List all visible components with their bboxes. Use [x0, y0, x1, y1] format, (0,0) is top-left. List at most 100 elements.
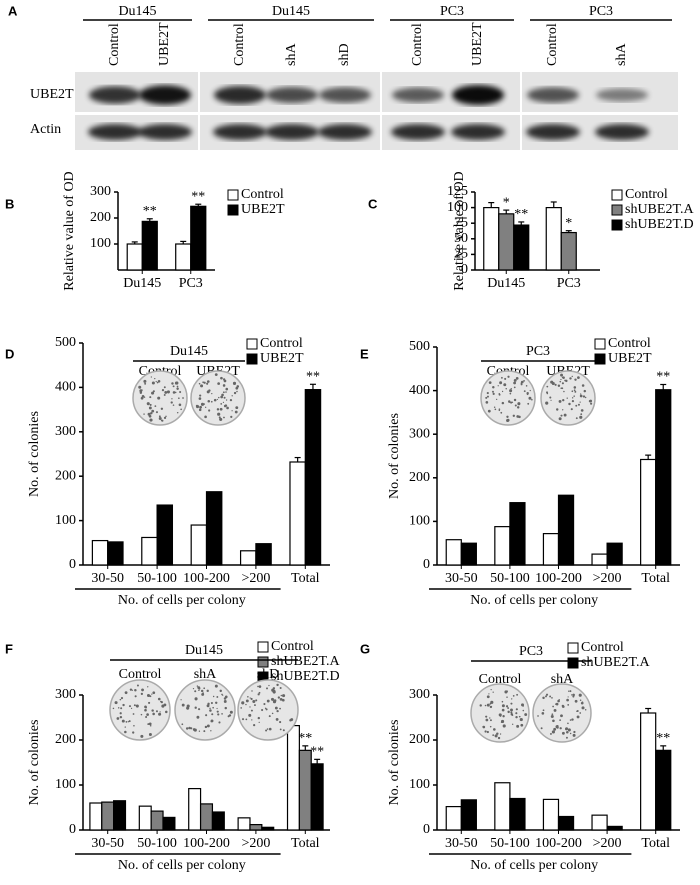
- x-tick-label: Total: [641, 571, 670, 586]
- y-tick-label: 100: [55, 777, 76, 792]
- colony-dot: [509, 392, 512, 395]
- colony-dot: [501, 704, 505, 708]
- colony-dot: [158, 416, 162, 420]
- colony-dot: [193, 728, 197, 732]
- colony-dot: [523, 390, 526, 393]
- colony-dot: [160, 700, 163, 704]
- colony-dot: [489, 717, 491, 719]
- colony-dot: [581, 701, 584, 703]
- colony-dot: [117, 707, 120, 709]
- significance-label: **: [191, 189, 205, 204]
- group-label: Du145: [118, 4, 156, 19]
- colony-dot: [498, 409, 501, 412]
- bar: [655, 749, 672, 831]
- colony-dot: [498, 408, 501, 410]
- colony-dot: [506, 415, 509, 418]
- bar: [655, 389, 672, 566]
- legend-swatch: [567, 657, 579, 669]
- colony-dot: [493, 728, 496, 731]
- bar: [126, 243, 143, 271]
- colony-dot: [234, 410, 238, 414]
- colony-plate: [190, 370, 246, 426]
- colony-dot: [200, 384, 204, 388]
- colony-dot: [158, 712, 162, 716]
- inset-title: PC3: [519, 644, 543, 659]
- colony-dot: [499, 715, 502, 717]
- colony-dot: [155, 380, 157, 383]
- colony-dot: [561, 731, 565, 735]
- colony-dot: [512, 414, 515, 417]
- colony-dot: [506, 419, 510, 422]
- legend-label: Control: [581, 640, 624, 655]
- colony-dot: [222, 694, 224, 696]
- colony-dot: [164, 391, 168, 394]
- colony-dot: [220, 403, 223, 405]
- colony-dot: [521, 703, 525, 707]
- colony-dot: [522, 709, 525, 712]
- band: [596, 88, 648, 102]
- colony-dot: [500, 411, 503, 414]
- x-tick-label: >200: [241, 571, 270, 586]
- bar: [205, 491, 223, 566]
- colony-dot: [524, 713, 528, 716]
- colony-dot: [499, 733, 502, 735]
- colony-dot: [152, 712, 155, 716]
- colony-dot: [573, 389, 576, 392]
- colony-dot: [140, 389, 143, 391]
- colony-dot: [176, 385, 179, 388]
- colony-dot: [220, 376, 223, 380]
- colony-dot: [171, 398, 173, 400]
- colony-dot: [502, 724, 506, 728]
- colony-dot: [203, 730, 206, 733]
- colony-dot: [569, 732, 572, 735]
- colony-dot: [491, 390, 494, 393]
- colony-dot: [584, 708, 587, 711]
- colony-dot: [510, 708, 513, 712]
- colony-dot: [486, 730, 489, 734]
- colony-dot: [562, 398, 565, 402]
- colony-dot: [236, 390, 238, 393]
- inset-label: Control: [119, 667, 162, 682]
- colony-dot: [280, 694, 283, 697]
- colony-dot: [146, 694, 150, 698]
- colony-dot: [510, 387, 512, 390]
- inset-title: PC3: [526, 344, 550, 359]
- colony-dot: [151, 409, 155, 413]
- colony-dot: [485, 718, 489, 722]
- x-tick-label: 50-100: [137, 571, 177, 586]
- colony-dot: [570, 408, 573, 411]
- colony-dot: [494, 734, 498, 738]
- colony-dot: [576, 710, 579, 712]
- colony-dot: [114, 701, 118, 705]
- colony-dot: [550, 715, 554, 719]
- colony-dot: [146, 402, 150, 406]
- colony-dot: [194, 697, 198, 701]
- colony-dot: [542, 709, 545, 712]
- colony-dot: [258, 685, 262, 688]
- band: [319, 87, 371, 103]
- colony-dot: [245, 718, 248, 721]
- y-tick-label: 100: [90, 236, 111, 251]
- colony-dot: [133, 704, 136, 707]
- colony-dot: [560, 373, 563, 377]
- row-label: UBE2T: [30, 87, 74, 102]
- colony-dot: [181, 723, 184, 726]
- colony-dot: [210, 730, 212, 732]
- colony-dot: [211, 392, 213, 395]
- colony-dot: [129, 688, 133, 691]
- colony-dot: [141, 688, 144, 692]
- bar: [591, 553, 608, 566]
- x-tick-label: 100-200: [535, 836, 582, 851]
- y-tick-label: 0: [423, 557, 430, 572]
- colony-dot: [205, 714, 208, 717]
- colony-dot: [202, 692, 204, 694]
- y-tick-label: 500: [409, 339, 430, 354]
- bar: [141, 220, 158, 271]
- colony-dot: [488, 381, 492, 384]
- colony-dot: [130, 707, 133, 710]
- colony-dot: [196, 685, 199, 687]
- colony-dot: [268, 715, 271, 718]
- colony-dot: [216, 707, 218, 710]
- colony-dot: [209, 707, 211, 710]
- colony-dot: [252, 699, 256, 703]
